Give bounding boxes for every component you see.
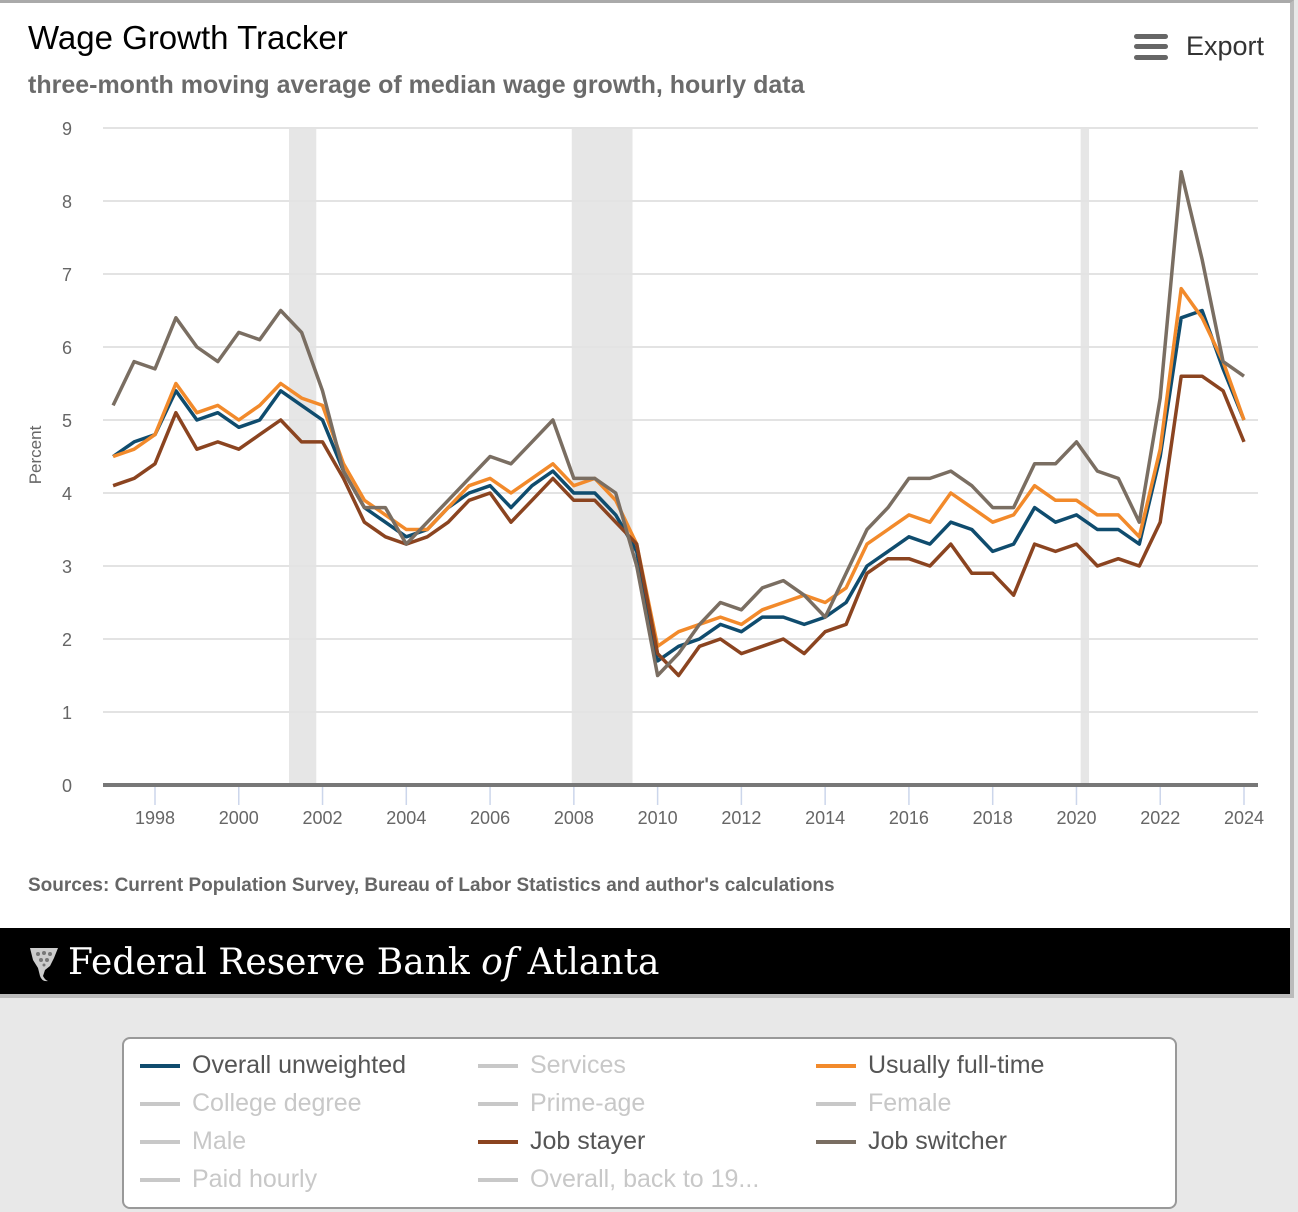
legend-swatch bbox=[478, 1139, 518, 1144]
y-axis-ticks: 0 1 2 3 4 5 6 7 8 9 bbox=[62, 119, 72, 796]
x-tick-label: 2024 bbox=[1224, 808, 1264, 828]
legend-item-usually-full-time[interactable]: Usually full-time bbox=[816, 1051, 1044, 1080]
x-axis: 1998 2000 2002 2004 2006 2008 2010 2012 2014 2016… bbox=[103, 783, 1264, 828]
x-tick-label: 2000 bbox=[219, 808, 259, 828]
chart-card: Wage Growth Tracker three-month moving a… bbox=[0, 0, 1294, 928]
x-tick-label: 2014 bbox=[805, 808, 845, 828]
legend: Overall unweighted Services Usually full-t… bbox=[122, 1037, 1177, 1209]
series-line-job-switcher bbox=[111, 170, 1246, 678]
x-tick-label: 2006 bbox=[470, 808, 510, 828]
chart-title: Wage Growth Tracker bbox=[28, 19, 348, 56]
export-label: Export bbox=[1186, 31, 1265, 61]
y-tick-label: 9 bbox=[62, 119, 72, 139]
legend-swatch bbox=[816, 1063, 856, 1068]
legend-label: Male bbox=[192, 1127, 247, 1155]
legend-label: Job stayer bbox=[530, 1127, 646, 1155]
legend-item-job-stayer[interactable]: Job stayer bbox=[478, 1127, 645, 1156]
bank-name-post: Atlanta bbox=[516, 942, 660, 983]
legend-label: Prime-age bbox=[530, 1089, 646, 1117]
legend-label: Overall, back to 19... bbox=[530, 1165, 760, 1193]
y-tick-label: 3 bbox=[62, 557, 72, 577]
y-tick-label: 5 bbox=[62, 411, 72, 431]
legend-item-overall-back-to-19[interactable]: Overall, back to 19... bbox=[478, 1165, 759, 1194]
legend-item-prime-age[interactable]: Prime-age bbox=[478, 1089, 645, 1118]
legend-swatch bbox=[478, 1177, 518, 1182]
x-tick-label: 2012 bbox=[721, 808, 761, 828]
bank-name-of: of bbox=[481, 942, 517, 983]
legend-label: College degree bbox=[192, 1089, 362, 1117]
x-tick-label: 2008 bbox=[554, 808, 594, 828]
series-line-overall-unweighted bbox=[112, 308, 1246, 663]
legend-swatch bbox=[140, 1139, 180, 1144]
legend-label: Female bbox=[868, 1089, 952, 1117]
y-tick-label: 2 bbox=[62, 630, 72, 650]
legend-label: Services bbox=[530, 1051, 626, 1079]
footer-banner: Federal Reserve Bank of Atlanta bbox=[0, 928, 1294, 998]
series-line-usually-full-time bbox=[112, 286, 1246, 649]
y-axis-label: Percent bbox=[26, 425, 45, 484]
legend-item-job-switcher[interactable]: Job switcher bbox=[816, 1127, 1007, 1156]
legend-swatch bbox=[140, 1101, 180, 1106]
gridlines bbox=[103, 127, 1258, 713]
x-tick-label: 2022 bbox=[1140, 808, 1180, 828]
y-tick-label: 6 bbox=[62, 338, 72, 358]
recession-band bbox=[289, 128, 317, 785]
recession-bands bbox=[289, 128, 1090, 785]
eagle-logo-icon bbox=[30, 948, 58, 982]
line-chart: 0 1 2 3 4 5 6 7 8 9 1998 2000 2002 2004 2006 2008 2010 2… bbox=[26, 119, 1264, 828]
x-tick-label: 2010 bbox=[638, 808, 678, 828]
bank-name-pre: Federal Reserve Bank bbox=[68, 942, 482, 983]
x-tick-label: 1998 bbox=[135, 808, 175, 828]
hamburger-menu-icon[interactable] bbox=[1134, 33, 1168, 60]
x-tick-label: 2002 bbox=[303, 808, 343, 828]
y-tick-label: 1 bbox=[62, 703, 72, 723]
y-tick-label: 0 bbox=[62, 776, 72, 796]
series-line-job-stayer bbox=[112, 374, 1246, 678]
x-tick-label: 2016 bbox=[889, 808, 929, 828]
legend-swatch bbox=[478, 1063, 518, 1068]
legend-swatch bbox=[478, 1101, 518, 1106]
legend-item-male[interactable]: Male bbox=[140, 1127, 246, 1156]
legend-swatch bbox=[816, 1139, 856, 1144]
series-lines bbox=[111, 170, 1246, 678]
y-tick-label: 4 bbox=[62, 484, 72, 504]
chart-subtitle: three-month moving average of median wag… bbox=[28, 71, 805, 99]
legend-swatch bbox=[140, 1177, 180, 1182]
legend-label: Paid hourly bbox=[192, 1165, 318, 1193]
legend-item-female[interactable]: Female bbox=[816, 1089, 951, 1118]
recession-band bbox=[571, 128, 633, 785]
x-tick-label: 2020 bbox=[1056, 808, 1096, 828]
legend-item-paid-hourly[interactable]: Paid hourly bbox=[140, 1165, 317, 1194]
legend-label: Job switcher bbox=[868, 1127, 1007, 1155]
legend-item-college-degree[interactable]: College degree bbox=[140, 1089, 362, 1118]
legend-item-services[interactable]: Services bbox=[478, 1051, 626, 1080]
sources-note: Sources: Current Population Survey, Bure… bbox=[28, 875, 835, 896]
y-tick-label: 7 bbox=[62, 265, 72, 285]
x-tick-label: 2004 bbox=[386, 808, 426, 828]
legend-label: Overall unweighted bbox=[192, 1051, 407, 1079]
legend-label: Usually full-time bbox=[868, 1051, 1045, 1079]
legend-swatch bbox=[816, 1101, 856, 1106]
bank-name[interactable]: Federal Reserve Bank of Atlanta bbox=[68, 942, 660, 983]
legend-swatch bbox=[140, 1063, 180, 1068]
legend-item-overall-unweighted[interactable]: Overall unweighted bbox=[140, 1051, 406, 1080]
export-button[interactable]: Export bbox=[1134, 31, 1264, 62]
x-tick-label: 2018 bbox=[973, 808, 1013, 828]
y-tick-label: 8 bbox=[62, 192, 72, 212]
